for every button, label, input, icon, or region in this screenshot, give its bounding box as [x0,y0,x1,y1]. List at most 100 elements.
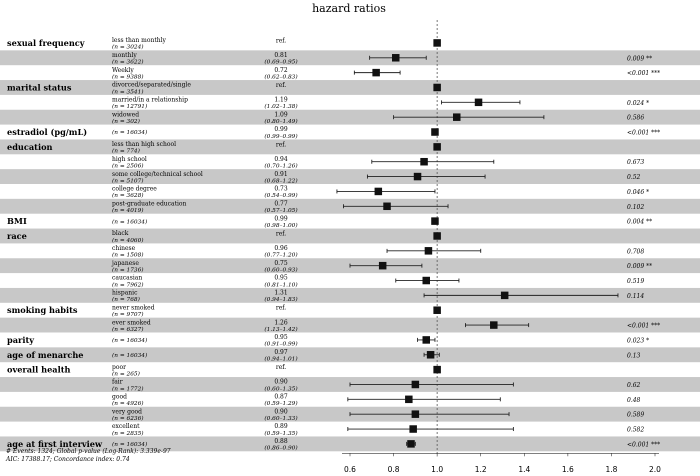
hr-value: 0.91 [274,171,287,178]
hr-value: ref. [276,305,286,312]
x-tick-label: 0.8 [388,465,400,474]
hr-value: 0.95 [274,275,288,282]
ci-value: (0.59–1.35) [264,430,297,437]
row-stripe [0,109,700,125]
p-value: 0.009 ** [627,55,652,62]
p-value: 0.586 [627,115,644,122]
level-label: black [112,230,129,237]
level-label: ever smoked [112,319,151,326]
hr-marker [433,83,441,92]
hr-marker [433,306,441,314]
ci-value: (0.86–0.90) [264,445,297,452]
variable-label: age of menarche [7,350,84,360]
level-label: monthly [112,52,137,59]
p-value: 0.102 [627,204,644,211]
ci-value: (0.57–1.05) [264,207,297,214]
hr-value: 1.19 [274,97,288,104]
x-tick-label: 2.0 [649,465,661,474]
variable-label: overall health [7,365,70,375]
hr-marker [420,157,428,166]
p-value: 0.009 ** [627,263,652,270]
n-count: (n = 1772) [112,385,144,392]
p-value: 0.582 [627,427,644,434]
n-count: (n = 302) [112,118,140,125]
p-value: 0.024 * [627,100,649,107]
variable-label: parity [7,335,34,345]
n-count: (n = 2835) [112,430,144,437]
x-tick-label: 1.6 [562,465,574,474]
level-label: japanese [111,260,139,267]
level-label: high school [112,156,147,163]
hr-marker [433,143,441,151]
n-count: (n = 3541) [112,88,144,95]
data-marks [336,39,619,448]
hr-marker [474,98,483,107]
row-stripes [0,50,700,452]
n-count: (n = 768) [112,296,140,303]
hr-marker [409,425,417,433]
row-stripe [0,139,700,155]
p-value: 0.023 * [627,337,649,344]
hr-value: ref. [276,141,286,148]
hr-value: 1.09 [274,111,288,118]
x-tick-label: 1.4 [518,465,530,474]
p-value: <0.001 *** [627,441,660,448]
hr-marker [426,351,435,359]
n-count: (n = 6236) [112,415,144,422]
hr-value: 0.75 [274,260,288,267]
row-stripe [0,169,700,184]
hr-value: 0.89 [274,423,288,430]
variable-label: BMI [7,216,27,226]
hr-value: ref. [276,364,286,371]
n-count: (n = 2506) [112,163,144,170]
ci-value: (0.81–1.10) [264,281,297,288]
variable-label: race [7,231,27,241]
hr-value: 0.99 [274,126,288,133]
n-count: (n = 265) [112,370,140,377]
ci-value: (0.69–0.95) [264,59,297,66]
n-count: (n = 3628) [112,192,144,199]
p-value: 0.48 [627,397,641,404]
variable-label: marital status [7,82,72,92]
footnote-events: # Events: 1324; Global p-value (Log-Rank… [6,448,171,455]
hr-value: 0.94 [274,156,288,163]
row-stripe [0,228,700,244]
p-value: 0.114 [627,293,644,300]
ci-value: (0.60–1.35) [264,385,297,392]
p-value: 0.589 [627,412,644,419]
ci-value: (0.80–1.49) [264,118,297,125]
hr-marker [422,336,430,344]
row-stripe [0,436,700,452]
hr-marker [453,113,461,121]
p-value: 0.62 [627,382,641,389]
footnotes: # Events: 1324; Global p-value (Log-Rank… [5,448,171,463]
p-value: 0.519 [627,278,644,285]
hr-marker [422,276,430,285]
hr-marker [411,410,420,418]
hr-marker [372,68,380,77]
n-count: (n = 16034) [112,218,147,225]
n-count: (n = 3024) [112,44,144,51]
footnote-aic: AIC: 17388.17; Concordance index: 0.74 [5,456,130,463]
hr-value: 0.90 [274,408,288,415]
hr-marker [413,172,422,181]
hr-value: ref. [276,82,286,89]
hr-marker [500,291,509,300]
x-tick-label: 1.2 [475,465,487,474]
hr-value: 0.72 [274,67,288,74]
hr-marker [383,202,391,211]
level-label: college degree [112,186,157,193]
ci-value: (0.59–1.29) [264,400,297,407]
p-values: 0.009 ** <0.001 *** 0.024 * 0.586 <0.001 ***… [627,55,660,448]
p-value: <0.001 *** [627,70,660,77]
n-count: (n = 16034) [112,129,147,136]
level-label: less than monthly [112,37,167,44]
p-value: 0.708 [627,248,644,255]
level-label: fair [112,379,123,386]
x-tick-label: 1.0 [431,465,443,474]
ci-value: (1.02–1.38) [264,103,297,110]
row-stripe [0,50,700,66]
level-label: divorced/separated/single [112,82,191,89]
ci-value: (0.62–0.83) [264,73,297,80]
